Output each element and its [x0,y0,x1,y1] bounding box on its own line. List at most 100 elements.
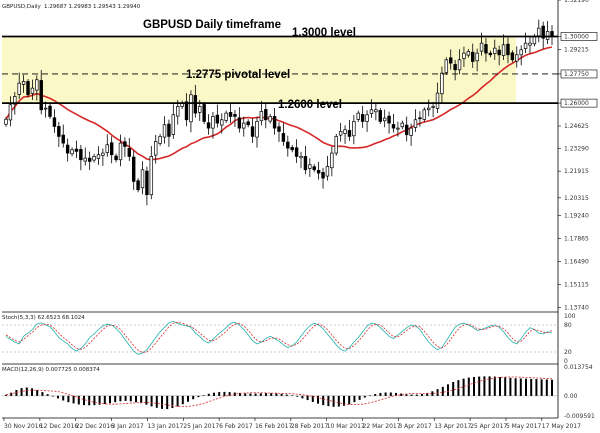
candle [510,50,515,63]
macd-bar [223,391,226,396]
candle [176,99,180,125]
candle [228,103,233,123]
macd-bar [77,395,80,405]
macd-bar [124,395,127,401]
candle [457,49,462,75]
x-tick-label: 3 Jan 2017 [112,423,144,430]
macd-bar [150,395,153,407]
macd-bar [187,395,189,402]
y-tick-label: 1.13740 [564,304,589,311]
macd-bar [363,395,366,398]
macd-bar [499,376,501,396]
candle [96,146,101,165]
candle [70,147,74,157]
y-tick-label: 1.24625 [564,123,589,130]
macd-header: MACD(12,26,9) 0.007725 0.008374 [2,367,100,373]
macd-bar [525,378,527,396]
annotation-1.2775-pivotal-level: 1.2775 pivotal level [186,69,290,81]
macd-bar [20,388,23,396]
macd-bar [369,395,371,397]
macd-bar [509,377,512,396]
candle [264,102,268,129]
candle [65,138,70,162]
candle [153,134,158,164]
candle [17,72,21,99]
candle [435,82,440,113]
macd-bar [530,378,533,396]
macd-bar [129,395,132,402]
candle [184,93,189,127]
candle [484,37,488,62]
macd-bar [176,395,179,407]
macd-bar [181,395,184,405]
candle [4,116,8,127]
y-tick-label: 1.27750 [564,71,589,78]
x-tick-label: 3 Apr 2017 [398,423,431,430]
candle [404,116,409,142]
candle [250,118,255,143]
candle [312,164,316,173]
candle [206,114,211,135]
candle [356,110,360,122]
macd-bar [171,395,174,409]
candle [343,125,347,144]
candle [541,21,545,49]
macd-bar [207,393,210,396]
macd-bar [265,393,267,396]
x-tick-label: 13 Jan 2017 [147,423,183,430]
stochastic-line-k [5,320,553,355]
macd-bar [436,389,439,396]
macd-bar [519,378,522,396]
macd-signal-line [5,376,553,407]
macd-bar [145,395,148,405]
macd-bar [218,392,221,396]
candle [118,134,123,167]
macd-tick-label: 0.00 [564,393,578,400]
macd-bar [301,395,304,399]
macd-bar [447,384,449,396]
candle [8,96,13,127]
macd-bar [322,395,325,406]
macd-bar [62,395,65,401]
candle [189,90,193,133]
macd-bar [233,392,236,396]
x-tick-label: 22 Mar 2017 [363,423,401,430]
macd-bar [67,395,70,403]
x-tick-label: 6 Feb 2017 [219,423,253,430]
candle [497,45,501,66]
candle [215,104,220,128]
macd-bar [239,392,241,396]
macd-bar [551,379,553,396]
candle [281,122,286,146]
macd-bar [421,393,423,396]
candle [400,120,405,130]
macd-bar [504,377,507,396]
candle [105,134,109,157]
candle [303,145,308,175]
candle [149,145,154,200]
macd-bar [114,395,117,403]
candle [330,146,334,177]
macd-bar [213,392,215,396]
candle [449,49,453,70]
candle [506,37,510,64]
y-tick-label: 1.32190 [564,0,589,4]
candle [277,122,281,142]
macd-bar [296,395,299,397]
candle [246,119,250,128]
consolidation-zone [2,36,516,104]
candle [501,34,506,60]
y-tick-label: 1.15115 [564,281,589,288]
candle [519,45,523,66]
macd-bar [348,395,351,405]
price-panel: GBPUSD Daily timeframe 1.3000 level 1.27… [2,4,558,206]
macd-bar [317,395,319,404]
macd-bar [83,395,85,406]
candle [158,133,162,146]
macd-panel: MACD(12,26,9) 0.007725 0.008374 [2,367,558,410]
x-tick-label: 5 May 2017 [506,423,541,430]
macd-bar [410,394,413,396]
candle [294,139,299,163]
macd-bar [473,376,475,396]
